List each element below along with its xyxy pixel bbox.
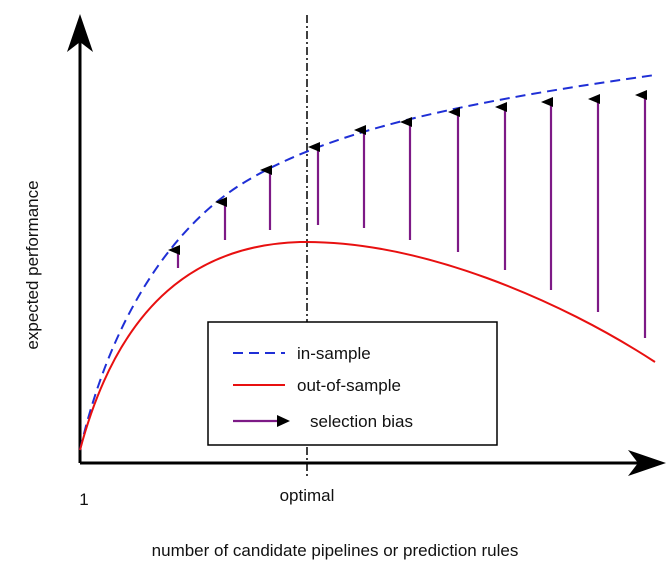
x-start-label: 1 [79,490,88,509]
legend-label: selection bias [310,412,413,431]
legend-swatch-head [277,415,290,427]
legend-label: in-sample [297,344,371,363]
in-sample-curve [79,74,656,451]
legend-box [207,321,498,446]
x-axis-head [628,450,666,476]
y-axis-head [67,14,93,52]
legend-label: out-of-sample [297,376,401,395]
optimal-label: optimal [280,486,335,505]
y-axis-label: expected performance [23,180,42,349]
out-of-sample-curve [79,240,656,451]
bias-arrows [168,90,647,338]
x-axis-label: number of candidate pipelines or predict… [152,541,519,560]
